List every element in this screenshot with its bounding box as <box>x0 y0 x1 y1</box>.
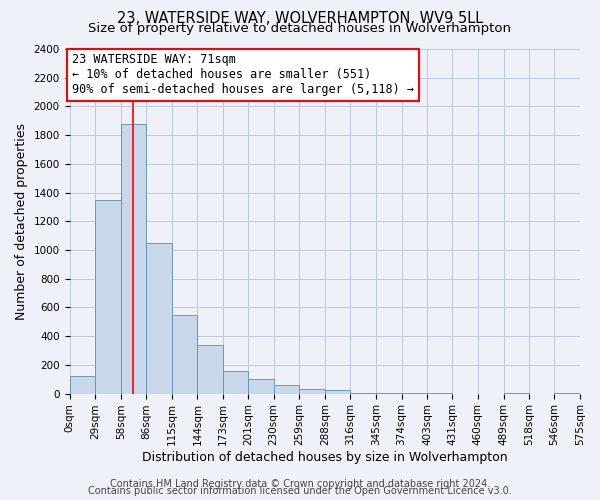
Text: Size of property relative to detached houses in Wolverhampton: Size of property relative to detached ho… <box>89 22 511 35</box>
Y-axis label: Number of detached properties: Number of detached properties <box>15 123 28 320</box>
Bar <box>197 345 223 394</box>
Bar <box>146 243 172 394</box>
Bar <box>503 393 529 394</box>
Bar <box>325 390 350 394</box>
Bar <box>70 376 95 394</box>
Bar <box>299 388 325 394</box>
Bar <box>172 314 197 394</box>
Bar <box>248 378 274 394</box>
Bar <box>95 200 121 394</box>
Text: 23, WATERSIDE WAY, WOLVERHAMPTON, WV9 5LL: 23, WATERSIDE WAY, WOLVERHAMPTON, WV9 5L… <box>117 11 483 26</box>
Bar <box>274 385 299 394</box>
X-axis label: Distribution of detached houses by size in Wolverhampton: Distribution of detached houses by size … <box>142 451 508 464</box>
Bar <box>401 393 427 394</box>
Bar <box>376 393 401 394</box>
Bar <box>350 393 376 394</box>
Bar <box>121 124 146 394</box>
Bar <box>554 393 580 394</box>
Text: 23 WATERSIDE WAY: 71sqm
← 10% of detached houses are smaller (551)
90% of semi-d: 23 WATERSIDE WAY: 71sqm ← 10% of detache… <box>72 54 414 96</box>
Text: Contains HM Land Registry data © Crown copyright and database right 2024.: Contains HM Land Registry data © Crown c… <box>110 479 490 489</box>
Bar <box>223 370 248 394</box>
Text: Contains public sector information licensed under the Open Government Licence v3: Contains public sector information licen… <box>88 486 512 496</box>
Bar <box>427 393 452 394</box>
